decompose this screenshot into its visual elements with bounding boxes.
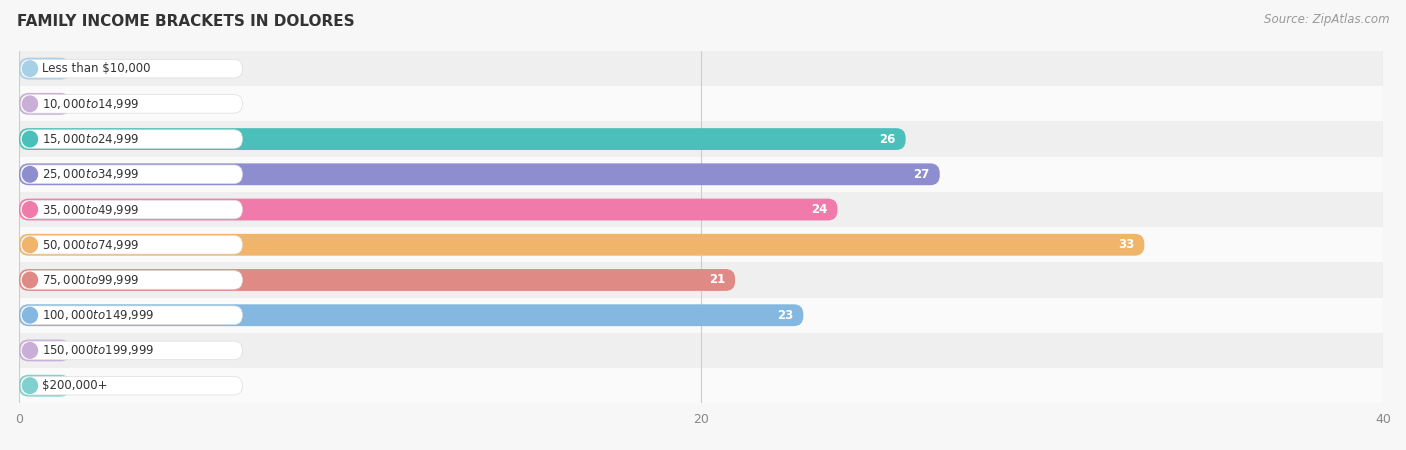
FancyBboxPatch shape	[20, 375, 70, 396]
Text: 26: 26	[879, 133, 896, 145]
Text: 0: 0	[84, 379, 91, 392]
FancyBboxPatch shape	[21, 94, 242, 113]
FancyBboxPatch shape	[20, 234, 1144, 256]
FancyBboxPatch shape	[21, 130, 242, 148]
Text: Source: ZipAtlas.com: Source: ZipAtlas.com	[1264, 14, 1389, 27]
Bar	[20, 297, 1384, 333]
FancyBboxPatch shape	[20, 339, 70, 361]
Circle shape	[22, 272, 38, 288]
Text: 21: 21	[709, 274, 725, 287]
FancyBboxPatch shape	[21, 59, 242, 78]
Text: $200,000+: $200,000+	[42, 379, 107, 392]
Text: 27: 27	[914, 168, 929, 181]
Text: $25,000 to $34,999: $25,000 to $34,999	[42, 167, 139, 181]
Circle shape	[22, 202, 38, 217]
Text: $35,000 to $49,999: $35,000 to $49,999	[42, 202, 139, 216]
Text: 0: 0	[84, 97, 91, 110]
Text: 23: 23	[778, 309, 793, 322]
Bar	[20, 368, 1384, 403]
Bar	[20, 333, 1384, 368]
Bar	[20, 227, 1384, 262]
FancyBboxPatch shape	[21, 341, 242, 360]
Bar	[20, 51, 1384, 86]
FancyBboxPatch shape	[20, 58, 70, 80]
Circle shape	[22, 131, 38, 147]
Text: 24: 24	[811, 203, 827, 216]
FancyBboxPatch shape	[20, 304, 803, 326]
FancyBboxPatch shape	[21, 235, 242, 254]
FancyBboxPatch shape	[20, 269, 735, 291]
Bar	[20, 192, 1384, 227]
Circle shape	[22, 378, 38, 393]
Circle shape	[22, 96, 38, 112]
Text: $10,000 to $14,999: $10,000 to $14,999	[42, 97, 139, 111]
Circle shape	[22, 61, 38, 77]
FancyBboxPatch shape	[20, 128, 905, 150]
FancyBboxPatch shape	[21, 376, 242, 395]
FancyBboxPatch shape	[21, 165, 242, 184]
Text: Less than $10,000: Less than $10,000	[42, 62, 150, 75]
FancyBboxPatch shape	[21, 200, 242, 219]
Text: $15,000 to $24,999: $15,000 to $24,999	[42, 132, 139, 146]
Text: $75,000 to $99,999: $75,000 to $99,999	[42, 273, 139, 287]
Text: $100,000 to $149,999: $100,000 to $149,999	[42, 308, 155, 322]
Bar	[20, 122, 1384, 157]
Bar	[20, 157, 1384, 192]
Text: 0: 0	[84, 344, 91, 357]
FancyBboxPatch shape	[20, 93, 70, 115]
FancyBboxPatch shape	[21, 306, 242, 324]
FancyBboxPatch shape	[21, 271, 242, 289]
Circle shape	[22, 307, 38, 323]
Text: $50,000 to $74,999: $50,000 to $74,999	[42, 238, 139, 252]
Text: $150,000 to $199,999: $150,000 to $199,999	[42, 343, 155, 357]
FancyBboxPatch shape	[20, 198, 838, 220]
Circle shape	[22, 166, 38, 182]
Text: FAMILY INCOME BRACKETS IN DOLORES: FAMILY INCOME BRACKETS IN DOLORES	[17, 14, 354, 28]
FancyBboxPatch shape	[20, 163, 939, 185]
Circle shape	[22, 237, 38, 252]
Text: 33: 33	[1118, 238, 1135, 251]
Circle shape	[22, 342, 38, 358]
Bar	[20, 262, 1384, 297]
Text: 0: 0	[84, 62, 91, 75]
Bar	[20, 86, 1384, 122]
